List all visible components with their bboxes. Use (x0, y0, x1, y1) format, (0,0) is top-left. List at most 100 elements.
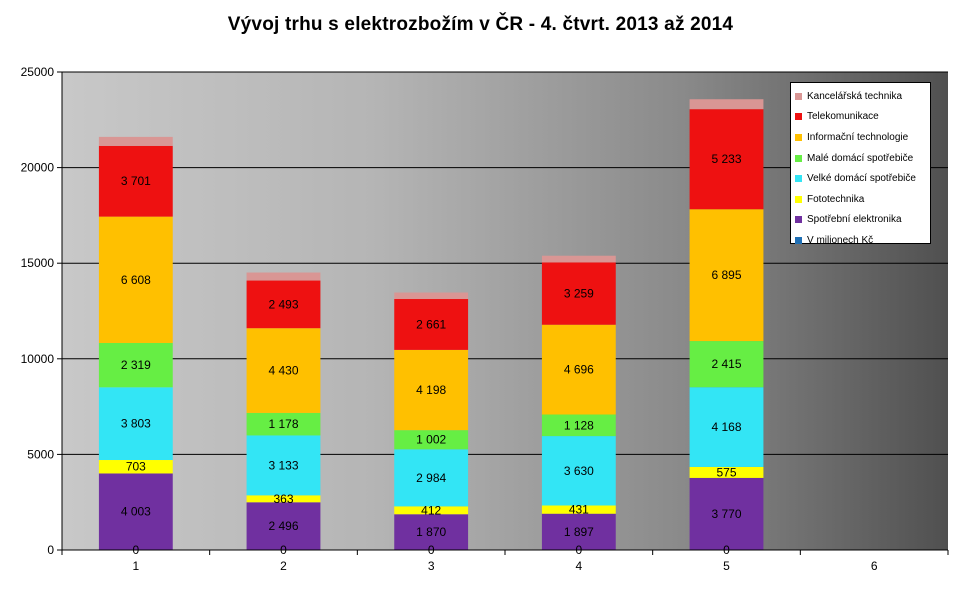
bar-segment-kancel-sk-technika-3 (394, 292, 469, 300)
bar-segment-fototechnika-2 (246, 495, 321, 503)
bar-segment-velk-dom-c-spot-ebi-e-3 (394, 449, 469, 507)
bar-segment-informa-n-technologie-5 (689, 209, 764, 342)
bar-segment-mal-dom-c-spot-ebi-e-4 (541, 414, 616, 437)
bar-segment-velk-dom-c-spot-ebi-e-2 (246, 435, 321, 496)
bar-segment-velk-dom-c-spot-ebi-e-4 (541, 436, 616, 506)
legend-swatch (795, 175, 802, 183)
legend-item: Telekomunikace (795, 107, 926, 128)
bar-segment-kancel-sk-technika-1 (98, 136, 173, 146)
data-label: 2 415 (711, 357, 741, 371)
chart-legend: Kancelářská technika Telekomunikace Inform… (790, 82, 931, 246)
data-label: 1 128 (564, 418, 594, 432)
legend-swatch (795, 92, 802, 100)
data-label: 4 003 (121, 505, 151, 519)
x-tick-label: 3 (428, 559, 435, 573)
y-tick-label: 25000 (21, 65, 55, 79)
bar-segment-informa-n-technologie-1 (98, 216, 173, 343)
bar-segment-mal-dom-c-spot-ebi-e-5 (689, 341, 764, 388)
data-label: 1 002 (416, 433, 446, 447)
bar-segment-fototechnika-1 (98, 460, 173, 474)
data-label: 3 630 (564, 464, 594, 478)
bar-segment-mal-dom-c-spot-ebi-e-3 (394, 430, 469, 450)
x-tick-label: 2 (280, 559, 287, 573)
legend-item: V milionech Kč (795, 230, 926, 251)
legend-label: Spotřební elektronika (807, 214, 902, 226)
legend-swatch (795, 113, 802, 121)
legend-item: Informační technologie (795, 127, 926, 148)
bar-segment-telekomunikace-3 (394, 299, 469, 350)
legend-label: Telekomunikace (807, 111, 879, 123)
bar-segment-telekomunikace-2 (246, 280, 321, 329)
bar-segment-fototechnika-4 (541, 505, 616, 514)
legend-swatch (795, 133, 802, 141)
bar-segment-fototechnika-3 (394, 506, 469, 515)
y-tick-label: 0 (47, 543, 54, 557)
data-label: 3 770 (711, 507, 741, 521)
bar-segment-telekomunikace-5 (689, 109, 764, 210)
data-label: 4 696 (564, 363, 594, 377)
data-label: 3 803 (121, 417, 151, 431)
legend-label: V milionech Kč (807, 234, 874, 246)
data-label: 703 (126, 460, 146, 474)
data-label: 4 198 (416, 383, 446, 397)
data-label: 1 178 (268, 417, 298, 431)
data-label: 4 430 (268, 364, 298, 378)
x-tick-label: 4 (575, 559, 582, 573)
bar-segment-mal-dom-c-spot-ebi-e-2 (246, 412, 321, 436)
legend-swatch (795, 216, 802, 224)
bar-segment-spot-ebn-elektronika-3 (394, 514, 469, 550)
legend-label: Fototechnika (807, 193, 865, 205)
legend-item: Velké domácí spotřebiče (795, 168, 926, 189)
bar-segment-telekomunikace-1 (98, 145, 173, 217)
bar-segment-kancel-sk-technika-4 (541, 255, 616, 263)
y-tick-label: 15000 (21, 256, 55, 270)
bar-segment-informa-n-technologie-4 (541, 324, 616, 415)
legend-swatch (795, 154, 802, 162)
bar-segment-spot-ebn-elektronika-2 (246, 502, 321, 550)
data-label: 1 870 (416, 525, 446, 539)
legend-item: Spotřební elektronika (795, 210, 926, 231)
x-tick-label: 6 (871, 559, 878, 573)
legend-swatch (795, 236, 802, 244)
data-label: 2 493 (268, 297, 298, 311)
bar-segment-informa-n-technologie-2 (246, 328, 321, 413)
bar-segment-velk-dom-c-spot-ebi-e-5 (689, 387, 764, 467)
x-tick-label: 5 (723, 559, 730, 573)
legend-item: Fototechnika (795, 189, 926, 210)
bar-segment-kancel-sk-technika-5 (689, 99, 764, 110)
legend-item: Malé domácí spotřebiče (795, 148, 926, 169)
legend-label: Kancelářská technika (807, 90, 903, 102)
legend-swatch (795, 195, 802, 203)
bar-segment-fototechnika-5 (689, 466, 764, 478)
data-label: 4 168 (711, 420, 741, 434)
bar-segment-informa-n-technologie-3 (394, 349, 469, 431)
data-label: 6 895 (711, 268, 741, 282)
bar-segment-kancel-sk-technika-2 (246, 272, 321, 281)
bar-segment-telekomunikace-4 (541, 262, 616, 325)
data-label: 2 984 (416, 471, 446, 485)
legend-label: Malé domácí spotřebiče (807, 152, 914, 164)
bar-segment-velk-dom-c-spot-ebi-e-1 (98, 387, 173, 461)
chart-title: Vývoj trhu s elektrozbožím v ČR - 4. čtv… (227, 14, 734, 35)
data-label: 2 661 (416, 317, 446, 331)
data-label: 575 (716, 465, 736, 479)
data-label: 5 233 (711, 152, 741, 166)
x-tick-label: 1 (132, 559, 139, 573)
data-label: 3 133 (268, 458, 298, 472)
data-label: 3 701 (121, 174, 151, 188)
y-tick-label: 5000 (27, 447, 54, 461)
data-label: 363 (273, 492, 293, 506)
data-label: 1 897 (564, 525, 594, 539)
data-label: 2 319 (121, 358, 151, 372)
bar-segment-spot-ebn-elektronika-5 (689, 477, 764, 550)
data-label: 2 496 (268, 519, 298, 533)
data-label: 431 (569, 503, 589, 517)
bar-segment-mal-dom-c-spot-ebi-e-1 (98, 342, 173, 388)
bar-segment-spot-ebn-elektronika-4 (541, 513, 616, 550)
data-label: 3 259 (564, 287, 594, 301)
data-label: 412 (421, 503, 441, 517)
y-tick-label: 10000 (21, 352, 55, 366)
bar-segment-spot-ebn-elektronika-1 (98, 473, 173, 550)
y-tick-label: 20000 (21, 161, 55, 175)
legend-item: Kancelářská technika (795, 86, 926, 107)
